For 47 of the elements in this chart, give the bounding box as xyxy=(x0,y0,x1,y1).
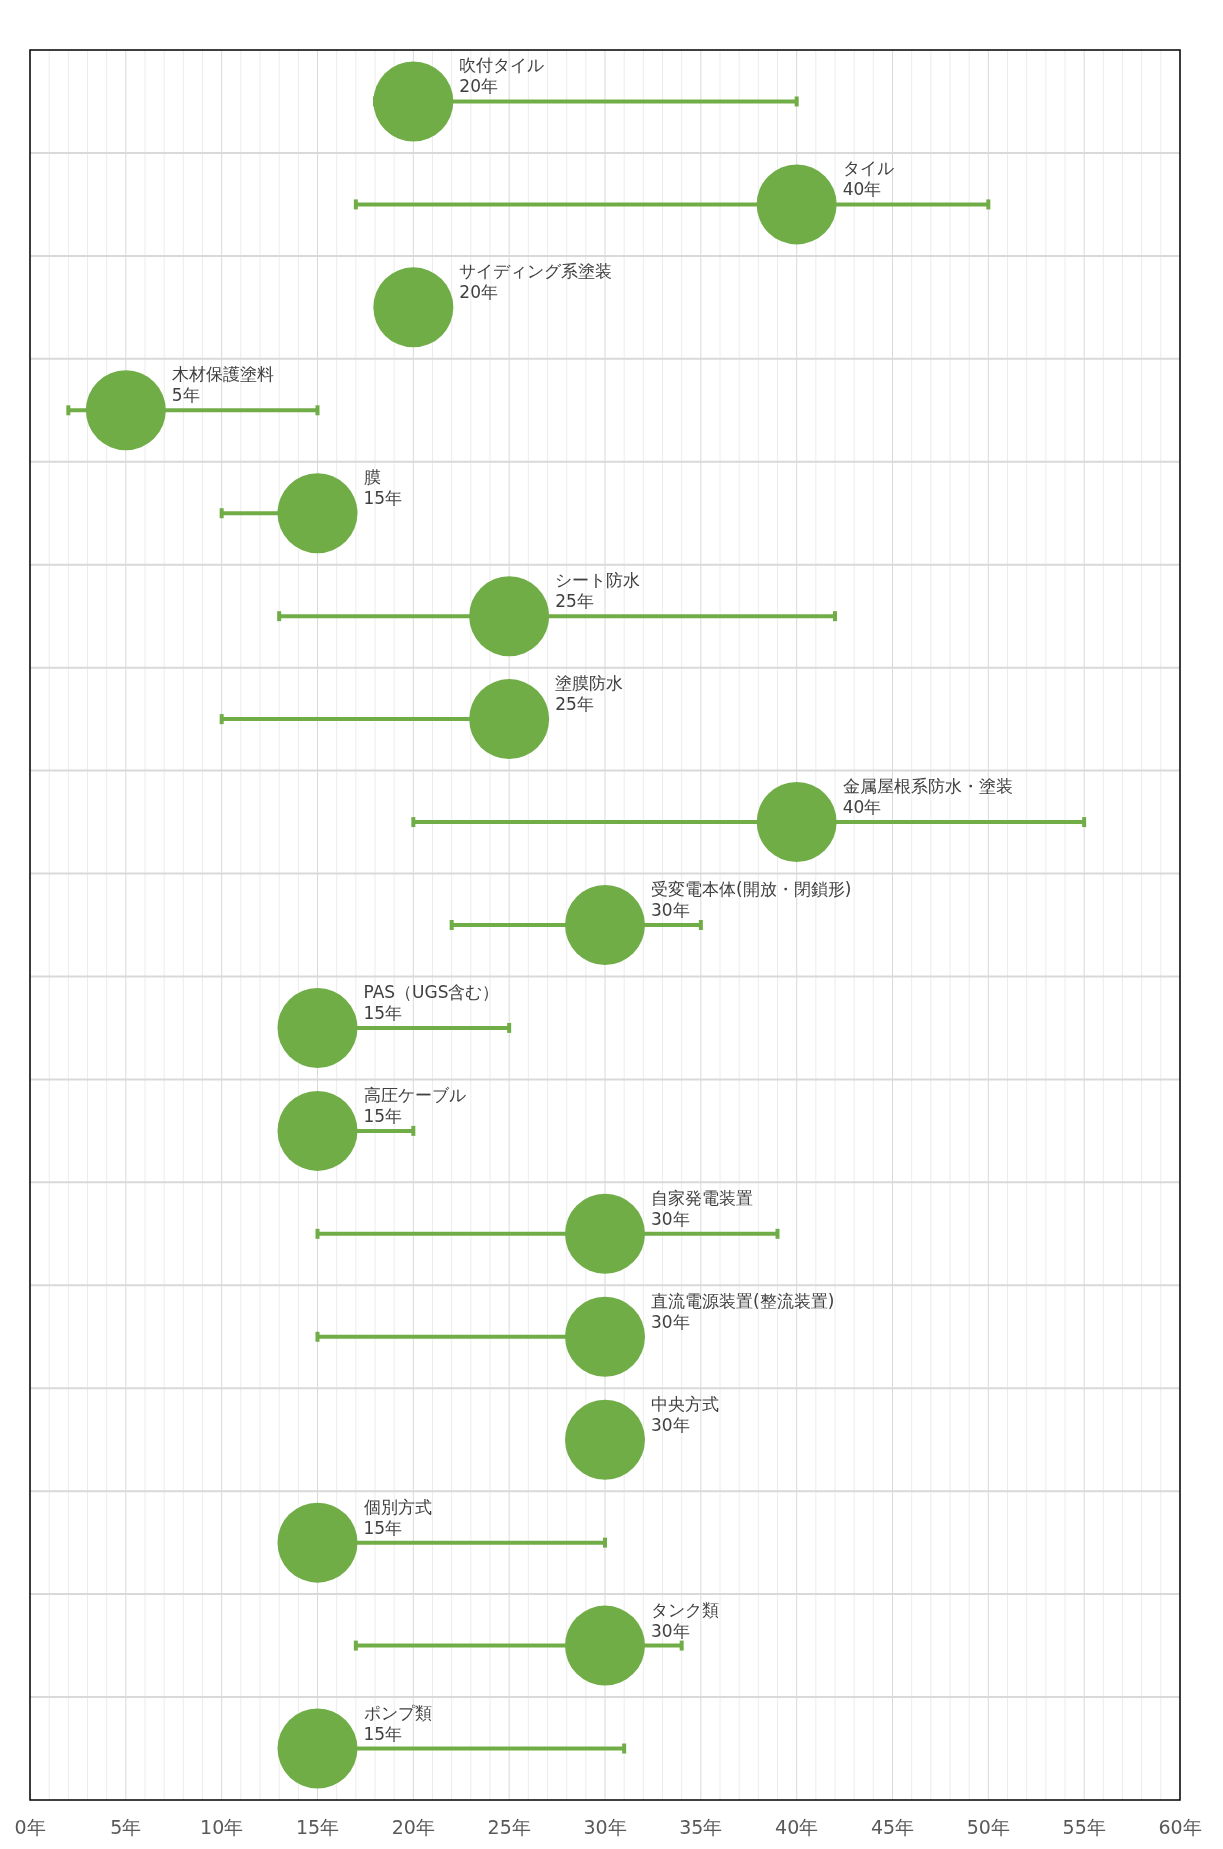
data-label: 30年 xyxy=(651,900,690,920)
data-label: 5年 xyxy=(171,385,200,406)
x-tick-label: 60年 xyxy=(1158,1816,1202,1838)
y-tick-label: 直流電源装置(整流装置) xyxy=(651,1290,835,1311)
x-tick-label: 0年 xyxy=(14,1816,46,1838)
x-tick-label: 30年 xyxy=(583,1816,627,1838)
x-tick-label: 10年 xyxy=(200,1816,244,1838)
y-tick-label: 中央方式 xyxy=(651,1393,719,1414)
data-label: 30年 xyxy=(651,1208,690,1229)
x-tick-label: 20年 xyxy=(391,1816,435,1838)
data-label: 30年 xyxy=(651,1414,690,1435)
x-tick-label: 55年 xyxy=(1062,1816,1106,1838)
x-tick-label: 45年 xyxy=(870,1816,915,1838)
x-tick-label: 35年 xyxy=(679,1816,723,1838)
x-tick-label: 40年 xyxy=(775,1816,819,1838)
y-tick-label: タイル xyxy=(842,158,894,179)
data-label: 25年 xyxy=(555,591,594,612)
x-tick-label: 25年 xyxy=(487,1816,531,1838)
data-label: 30年 xyxy=(651,1620,690,1641)
data-label: 40年 xyxy=(842,797,882,818)
y-tick-label: 吹付タイル xyxy=(459,55,545,76)
data-label: 25年 xyxy=(555,694,594,715)
y-tick-label: シート防水 xyxy=(555,570,641,591)
data-label: 20年 xyxy=(459,76,498,97)
x-tick-label: 15年 xyxy=(295,1816,340,1838)
y-tick-label: 塗膜防水 xyxy=(555,673,624,694)
data-label: 20年 xyxy=(459,282,498,303)
data-label: 40年 xyxy=(842,179,882,200)
data-label: 15年 xyxy=(363,1105,403,1126)
y-tick-label: 木材保護塗料 xyxy=(171,364,274,385)
y-tick-label: ポンプ類 xyxy=(363,1702,432,1723)
y-tick-label: 金属屋根系防水・塗装 xyxy=(842,776,1013,797)
data-label: 15年 xyxy=(363,488,403,509)
data-label: 15年 xyxy=(363,1723,403,1744)
y-tick-label: 個別方式 xyxy=(363,1496,432,1517)
data-label: 15年 xyxy=(363,1517,403,1538)
y-tick-label: 受変電本体(開放・閉鎖形) xyxy=(651,879,852,899)
x-tick-label: 50年 xyxy=(966,1816,1010,1838)
y-tick-label: PAS（UGS含む） xyxy=(363,981,500,1002)
y-tick-label: 自家発電装置 xyxy=(651,1187,753,1208)
y-tick-label: 膜 xyxy=(363,467,381,488)
y-tick-label: タンク類 xyxy=(651,1599,719,1620)
x-tick-label: 5年 xyxy=(110,1816,142,1838)
data-label: 30年 xyxy=(651,1311,690,1332)
y-tick-label: 高圧ケーブル xyxy=(363,1084,466,1105)
data-label: 15年 xyxy=(363,1002,403,1023)
y-tick-label: サイディング系塗装 xyxy=(459,261,613,282)
